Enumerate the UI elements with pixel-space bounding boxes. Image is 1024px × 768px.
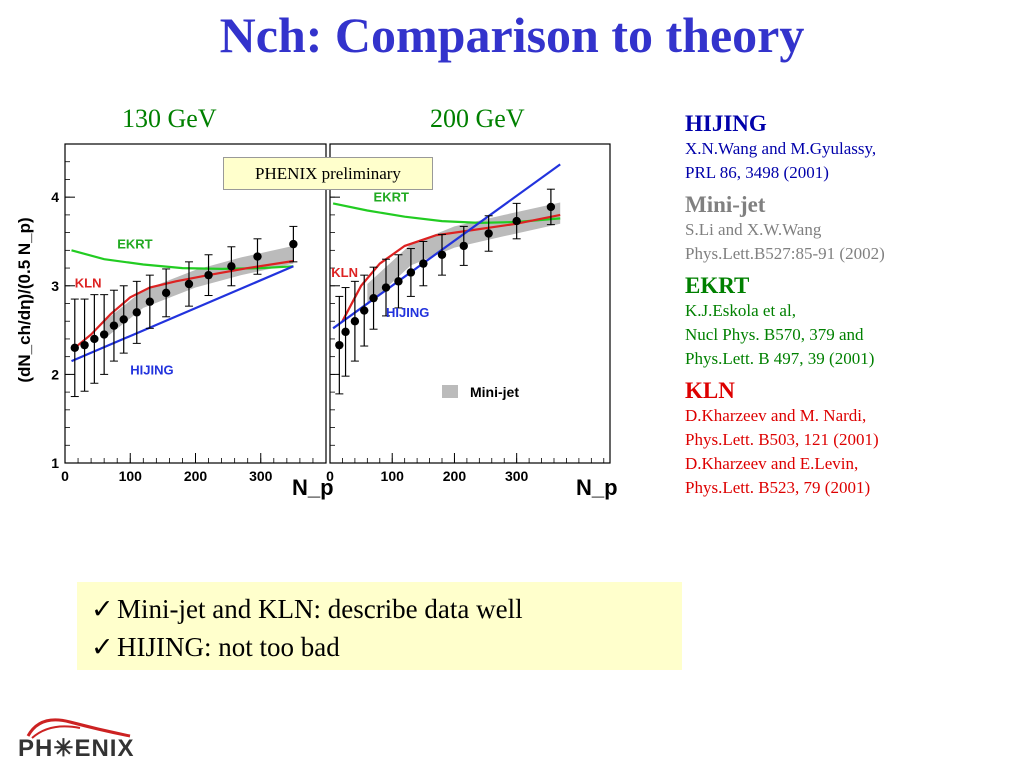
panel-130-gev-label: 130 GeV xyxy=(122,104,217,133)
data-point xyxy=(546,202,556,212)
x-tick-label: 0 xyxy=(326,468,334,484)
data-point xyxy=(227,262,236,271)
summary-box: ✓ Mini-jet and KLN: describe data well ✓ H… xyxy=(77,582,682,670)
y-tick-label: 1 xyxy=(51,455,59,471)
x-tick-label: 300 xyxy=(505,468,529,484)
data-point xyxy=(119,315,128,324)
panel-200-gev-label: 200 GeV xyxy=(430,104,525,133)
ekrt-label: EKRT xyxy=(117,237,152,252)
checkmark-icon: ✓ xyxy=(91,632,114,662)
y-axis-label: (dN_ch/dη)/(0.5 N_p) xyxy=(15,217,34,382)
reference-line: S.Li and X.W.Wang xyxy=(685,220,822,239)
data-point xyxy=(459,241,468,251)
x-tick-label: 100 xyxy=(381,468,405,484)
chart-panel-2: 0 100 200 300 N_p EKRT KLN HIJING Mini-jet xyxy=(326,143,618,500)
phenix-swoosh-icon xyxy=(26,718,131,739)
data-point xyxy=(341,327,350,337)
x-tick-label: 100 xyxy=(119,468,143,484)
reference-title: HIJING xyxy=(685,111,767,136)
reference-line: X.N.Wang and M.Gyulassy, xyxy=(685,139,877,158)
data-point xyxy=(70,343,79,353)
plot-frame xyxy=(329,143,611,464)
y-tick-label: 2 xyxy=(51,366,59,382)
kln-label: KLN xyxy=(75,276,102,291)
summary-item: ✓ HIJING: not too bad xyxy=(91,628,682,666)
kln-label: KLN xyxy=(331,265,358,280)
reference-line: K.J.Eskola et al, xyxy=(685,301,796,320)
data-point xyxy=(406,268,416,277)
reference-line: Nucl Phys. B570, 379 and xyxy=(685,325,864,344)
plot-frame xyxy=(64,143,327,464)
references-panel: HIJING X.N.Wang and M.Gyulassy, PRL 86, … xyxy=(685,110,1015,506)
y-tick-label: 4 xyxy=(51,189,59,205)
data-point xyxy=(419,259,428,268)
summary-text: HIJING: not too bad xyxy=(117,632,340,662)
data-point xyxy=(132,308,141,317)
ekrt-label: EKRT xyxy=(374,190,409,205)
data-point xyxy=(289,239,298,249)
data-point xyxy=(90,334,99,344)
summary-text: Mini-jet and KLN: describe data well xyxy=(117,594,523,624)
reference-line: D.Kharzeev and M. Nardi, xyxy=(685,406,867,425)
hijing-label: HIJING xyxy=(386,305,429,320)
reference-title: Mini-jet xyxy=(685,192,766,217)
x-axis-label: N_p xyxy=(292,475,334,500)
reference-ekrt: EKRT K.J.Eskola et al, Nucl Phys. B570, … xyxy=(685,272,1015,371)
reference-title: EKRT xyxy=(685,273,750,298)
x-tick-label: 0 xyxy=(61,468,69,484)
minijet-band xyxy=(367,202,561,306)
data-point xyxy=(253,252,262,261)
phenix-preliminary-label: PHENIX preliminary xyxy=(223,157,433,190)
checkmark-icon: ✓ xyxy=(91,594,114,624)
reference-kln: KLN D.Kharzeev and M. Nardi, Phys.Lett. … xyxy=(685,377,1015,500)
phenix-logo: PH✳ENIX xyxy=(10,712,150,764)
y-tick-label: 3 xyxy=(51,278,59,294)
data-point xyxy=(335,340,344,350)
reference-hijing: HIJING X.N.Wang and M.Gyulassy, PRL 86, … xyxy=(685,110,1015,185)
data-point xyxy=(350,317,360,326)
data-point xyxy=(184,279,194,289)
minijet-legend-label: Mini-jet xyxy=(470,384,519,400)
hijing-label: HIJING xyxy=(130,362,173,377)
logo-text: PH✳ENIX xyxy=(18,735,135,762)
data-point xyxy=(145,297,155,306)
data-point xyxy=(109,321,119,330)
x-tick-label: 200 xyxy=(443,468,467,484)
summary-item: ✓ Mini-jet and KLN: describe data well xyxy=(91,590,682,628)
reference-line: D.Kharzeev and E.Levin, xyxy=(685,454,859,473)
data-point xyxy=(394,277,403,286)
reference-line: Phys.Lett. B523, 79 (2001) xyxy=(685,478,871,497)
data-point xyxy=(204,270,213,280)
ekrt-curve xyxy=(71,249,294,271)
data-point xyxy=(512,216,521,226)
reference-title: KLN xyxy=(685,378,735,403)
data-point xyxy=(369,293,378,303)
reference-line: Phys.Lett. B 497, 39 (2001) xyxy=(685,349,875,368)
hijing-curve xyxy=(71,265,294,363)
data-point xyxy=(381,283,391,292)
x-axis-label: N_p xyxy=(576,475,618,500)
x-tick-label: 200 xyxy=(184,468,208,484)
data-point xyxy=(437,250,447,259)
nch-comparison-chart: (dN_ch/dη)/(0.5 N_p) 1 2 3 4 0 100 200 300 N_p EKR… xyxy=(15,143,618,500)
reference-minijet: Mini-jet S.Li and X.W.Wang Phys.Lett.B52… xyxy=(685,191,1015,266)
minijet-legend-swatch xyxy=(442,385,458,398)
x-tick-label: 300 xyxy=(249,468,273,484)
data-point xyxy=(360,306,369,315)
reference-line: Phys.Lett.B527:85-91 (2002) xyxy=(685,244,885,263)
slide-title: Nch: Comparison to theory xyxy=(219,7,805,63)
data-point xyxy=(484,229,493,238)
chart-panel-1: 1 2 3 4 0 100 200 300 N_p EKRT KLN HIJING xyxy=(51,143,334,500)
reference-line: Phys.Lett. B503, 121 (2001) xyxy=(685,430,879,449)
data-point xyxy=(99,330,109,339)
data-point xyxy=(161,288,171,298)
data-point xyxy=(80,340,89,350)
reference-line: PRL 86, 3498 (2001) xyxy=(685,163,829,182)
